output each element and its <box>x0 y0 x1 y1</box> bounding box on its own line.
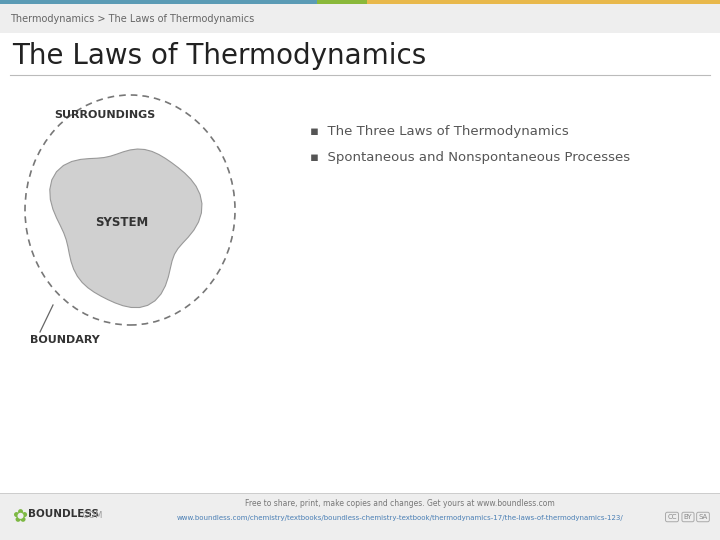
Bar <box>0 493 720 540</box>
Text: www.boundless.com/chemistry/textbooks/boundless-chemistry-textbook/thermodynamic: www.boundless.com/chemistry/textbooks/bo… <box>176 515 624 521</box>
Text: ▪  The Three Laws of Thermodynamics: ▪ The Three Laws of Thermodynamics <box>310 125 569 138</box>
Bar <box>0 0 317 4</box>
Text: SURROUNDINGS: SURROUNDINGS <box>55 110 156 120</box>
Bar <box>0 33 720 493</box>
Text: SYSTEM: SYSTEM <box>95 215 148 228</box>
Text: BY: BY <box>684 514 693 520</box>
Text: ✿: ✿ <box>12 508 27 526</box>
Text: .COM: .COM <box>80 510 102 519</box>
Text: SA: SA <box>698 514 708 520</box>
Text: BOUNDARY: BOUNDARY <box>30 335 100 345</box>
Bar <box>367 0 720 4</box>
Text: CC: CC <box>667 514 677 520</box>
Text: Free to share, print, make copies and changes. Get yours at www.boundless.com: Free to share, print, make copies and ch… <box>245 500 555 509</box>
Text: Thermodynamics > The Laws of Thermodynamics: Thermodynamics > The Laws of Thermodynam… <box>10 14 254 24</box>
Text: BOUNDLESS: BOUNDLESS <box>28 509 99 519</box>
Bar <box>0 4 720 33</box>
Bar <box>317 0 367 4</box>
PathPatch shape <box>50 149 202 307</box>
Text: ▪  Spontaneous and Nonspontaneous Processes: ▪ Spontaneous and Nonspontaneous Process… <box>310 151 630 164</box>
Text: The Laws of Thermodynamics: The Laws of Thermodynamics <box>12 42 426 70</box>
